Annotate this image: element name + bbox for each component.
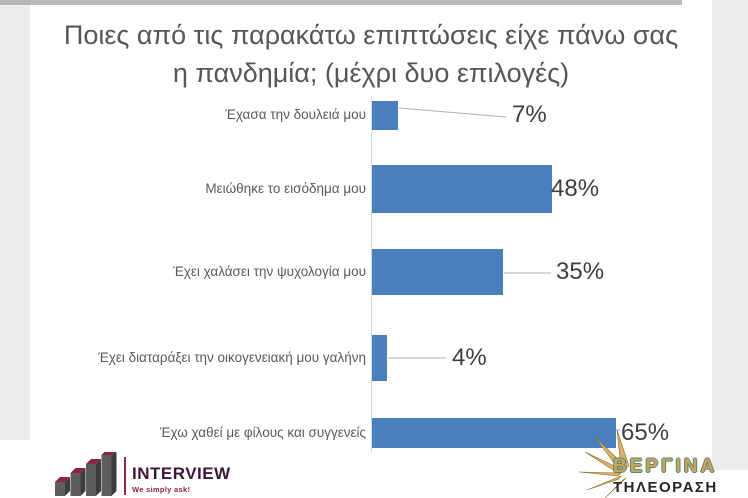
chart-title-line2: η πανδημία; (μέχρι δυο επιλογές)	[172, 58, 570, 88]
value-label: 7%	[512, 101, 547, 128]
value-label: 4%	[452, 344, 487, 371]
vergina-logo-name: ΒΕΡΓΙΝΑ	[613, 456, 718, 477]
interview-bars-icon	[55, 452, 117, 496]
chart-title-line1: Ποιες από τις παρακάτω επιπτώσεις είχε π…	[63, 20, 679, 50]
vergina-tv-logo: ΒΕΡΓΙΝΑ ΤΗΛΕΟΡΑΣΗ	[577, 424, 747, 498]
interview-logo: INTERVIEW We simply ask!	[55, 452, 231, 496]
background-margin-right	[712, 0, 748, 470]
leader-line	[398, 107, 507, 118]
value-label: 65%	[621, 419, 670, 446]
value-label: 48%	[551, 175, 600, 202]
category-label: Έχω χαθεί με φίλους και συγγενείς	[159, 425, 366, 440]
interview-logo-divider	[124, 457, 126, 495]
category-label: Μειώθηκε το εισόδημα μου	[205, 181, 366, 196]
bar	[372, 335, 387, 381]
chart-title: Ποιες από τις παρακάτω επιπτώσεις είχε π…	[30, 16, 712, 92]
vergina-sun-icon	[578, 429, 630, 498]
value-label: 35%	[556, 258, 605, 285]
category-label: Έχασα την δουλειά μου	[225, 107, 366, 122]
background-margin-left	[0, 0, 30, 440]
bar	[372, 165, 552, 213]
bar	[372, 100, 398, 130]
bar	[372, 249, 503, 295]
interview-logo-name: INTERVIEW	[132, 464, 231, 483]
vergina-logo-subtitle: ΤΗΛΕΟΡΑΣΗ	[613, 479, 718, 496]
bar	[372, 418, 616, 448]
interview-logo-tagline: We simply ask!	[132, 485, 191, 494]
category-label: Έχει διαταράξει την οικογενειακή μου γαλ…	[98, 350, 366, 365]
category-label: Έχει χαλάσει την ψυχολογία μου	[173, 264, 366, 279]
slide-top-edge	[0, 0, 682, 5]
